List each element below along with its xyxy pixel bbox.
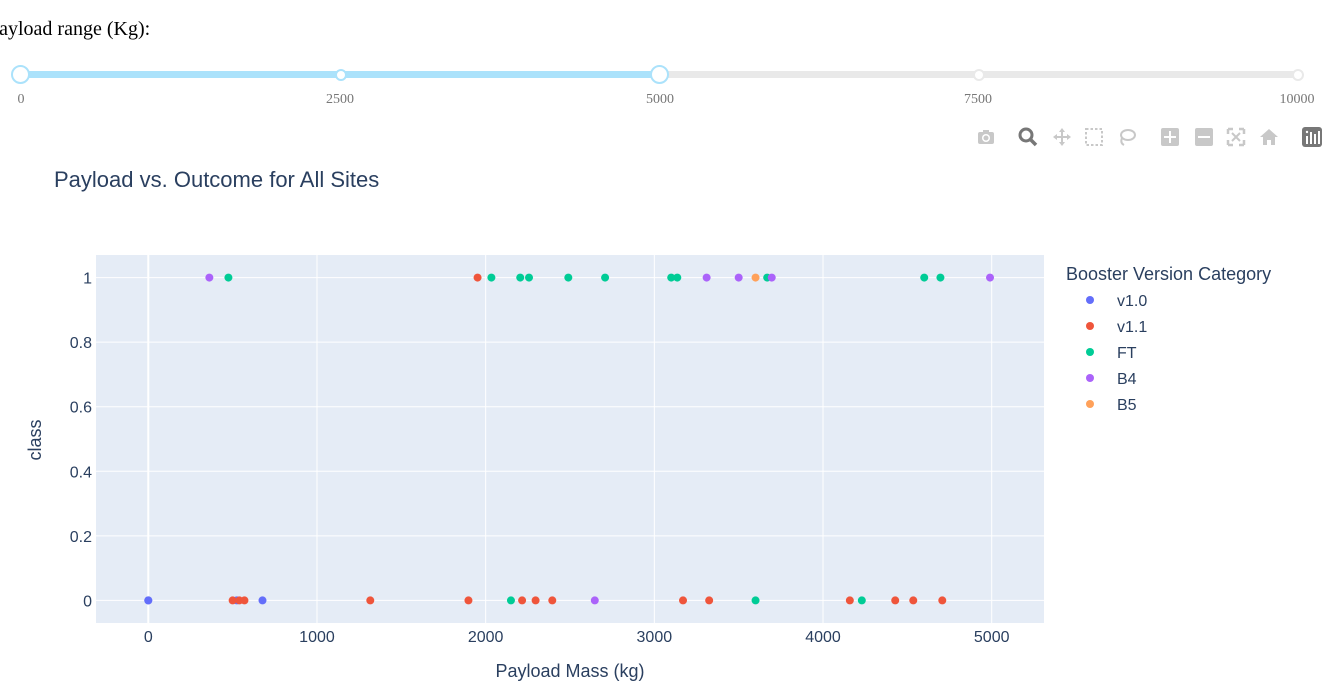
slider-mark: 5000 (646, 92, 674, 107)
data-point-v1.1[interactable] (679, 596, 688, 605)
data-point-B4[interactable] (986, 273, 995, 282)
data-point-FT[interactable] (224, 273, 233, 282)
y-tick-label: 0.2 (70, 529, 92, 546)
slider-dot-10000[interactable] (1292, 69, 1304, 81)
zoom-icon[interactable] (1015, 124, 1041, 150)
data-point-FT[interactable] (487, 273, 496, 282)
plotly-logo-icon[interactable] (1299, 124, 1323, 150)
data-point-v1.1[interactable] (228, 596, 237, 605)
y-axis-ticks: 0 0.2 0.4 0.6 0.8 1 (70, 271, 92, 611)
legend-marker[interactable] (1086, 348, 1094, 356)
zoom-in-icon[interactable] (1157, 124, 1183, 150)
legend-item-label[interactable]: B5 (1117, 397, 1137, 414)
slider-handle-min[interactable] (11, 65, 30, 84)
data-point-B4[interactable] (590, 596, 599, 605)
data-point-v1.1[interactable] (473, 273, 482, 282)
slider-mark: 0 (17, 92, 25, 107)
grid (96, 255, 1044, 623)
y-tick-label: 0 (83, 593, 92, 610)
data-points[interactable] (144, 273, 995, 605)
x-tick-label: 0 (144, 629, 153, 646)
data-point-FT[interactable] (601, 273, 610, 282)
slider-dot-7500[interactable] (973, 69, 985, 81)
data-point-v1.1[interactable] (518, 596, 527, 605)
data-point-B4[interactable] (734, 273, 743, 282)
data-point-FT[interactable] (667, 273, 676, 282)
data-point-FT[interactable] (525, 273, 534, 282)
data-point-FT[interactable] (506, 596, 515, 605)
slider-handle-max[interactable] (650, 65, 669, 84)
camera-icon[interactable] (973, 124, 999, 150)
data-point-B4[interactable] (702, 273, 711, 282)
data-point-v1.1[interactable] (240, 596, 249, 605)
slider-mark: 7500 (964, 92, 992, 107)
slider-mark: 10000 (1279, 92, 1315, 107)
data-point-FT[interactable] (751, 596, 760, 605)
data-point-B5[interactable] (751, 273, 760, 282)
x-tick-label: 1000 (299, 629, 335, 646)
x-axis-ticks: 0 1000 2000 3000 4000 5000 (144, 629, 1010, 646)
data-point-v1.1[interactable] (464, 596, 473, 605)
x-axis-label: Payload Mass (kg) (495, 661, 644, 681)
legend-item-label[interactable]: FT (1117, 345, 1137, 362)
data-point-v1.1[interactable] (909, 596, 918, 605)
y-tick-label: 0.4 (70, 464, 92, 481)
box-select-icon[interactable] (1081, 124, 1107, 150)
legend-marker[interactable] (1086, 322, 1094, 330)
x-tick-label: 2000 (468, 629, 504, 646)
data-point-v1.1[interactable] (548, 596, 557, 605)
data-point-FT[interactable] (516, 273, 525, 282)
legend-item-label[interactable]: B4 (1117, 371, 1137, 388)
y-tick-label: 0.6 (70, 400, 92, 417)
x-tick-label: 4000 (805, 629, 841, 646)
slider-mark: 2500 (326, 92, 354, 107)
data-point-FT[interactable] (920, 273, 929, 282)
scatter-chart[interactable]: Payload vs. Outcome for All Sites 0 1000 2… (0, 150, 1323, 684)
autoscale-icon[interactable] (1223, 124, 1249, 150)
data-point-FT[interactable] (857, 596, 866, 605)
legend-marker[interactable] (1086, 400, 1094, 408)
data-point-v1.0[interactable] (144, 596, 153, 605)
y-axis-label: class (25, 419, 45, 460)
slider-label: Payload range (Kg): (0, 18, 151, 40)
data-point-v1.1[interactable] (705, 596, 714, 605)
plot-area[interactable] (96, 255, 1044, 623)
data-point-v1.1[interactable] (938, 596, 947, 605)
data-point-v1.1[interactable] (366, 596, 375, 605)
data-point-v1.1[interactable] (531, 596, 540, 605)
y-tick-label: 0.8 (70, 335, 92, 352)
x-tick-label: 5000 (974, 629, 1010, 646)
legend-marker[interactable] (1086, 374, 1094, 382)
zoom-out-icon[interactable] (1191, 124, 1217, 150)
data-point-FT[interactable] (673, 273, 682, 282)
x-tick-label: 3000 (637, 629, 673, 646)
legend-item-label[interactable]: v1.1 (1117, 319, 1147, 336)
pan-icon[interactable] (1049, 124, 1075, 150)
chart-title: Payload vs. Outcome for All Sites (54, 167, 379, 192)
legend[interactable]: v1.0 v1.1 FT B4 B5 (1086, 293, 1147, 414)
legend-title: Booster Version Category (1066, 264, 1271, 284)
lasso-icon[interactable] (1114, 124, 1140, 150)
y-tick-label: 1 (83, 271, 92, 288)
data-point-FT[interactable] (564, 273, 573, 282)
data-point-v1.1[interactable] (845, 596, 854, 605)
legend-item-label[interactable]: v1.0 (1117, 293, 1147, 310)
legend-marker[interactable] (1086, 296, 1094, 304)
slider-dot-2500[interactable] (335, 69, 347, 81)
data-point-v1.1[interactable] (891, 596, 900, 605)
data-point-FT[interactable] (936, 273, 945, 282)
data-point-B4[interactable] (767, 273, 776, 282)
data-point-B4[interactable] (205, 273, 214, 282)
reset-axes-icon[interactable] (1256, 124, 1282, 150)
data-point-v1.0[interactable] (258, 596, 267, 605)
